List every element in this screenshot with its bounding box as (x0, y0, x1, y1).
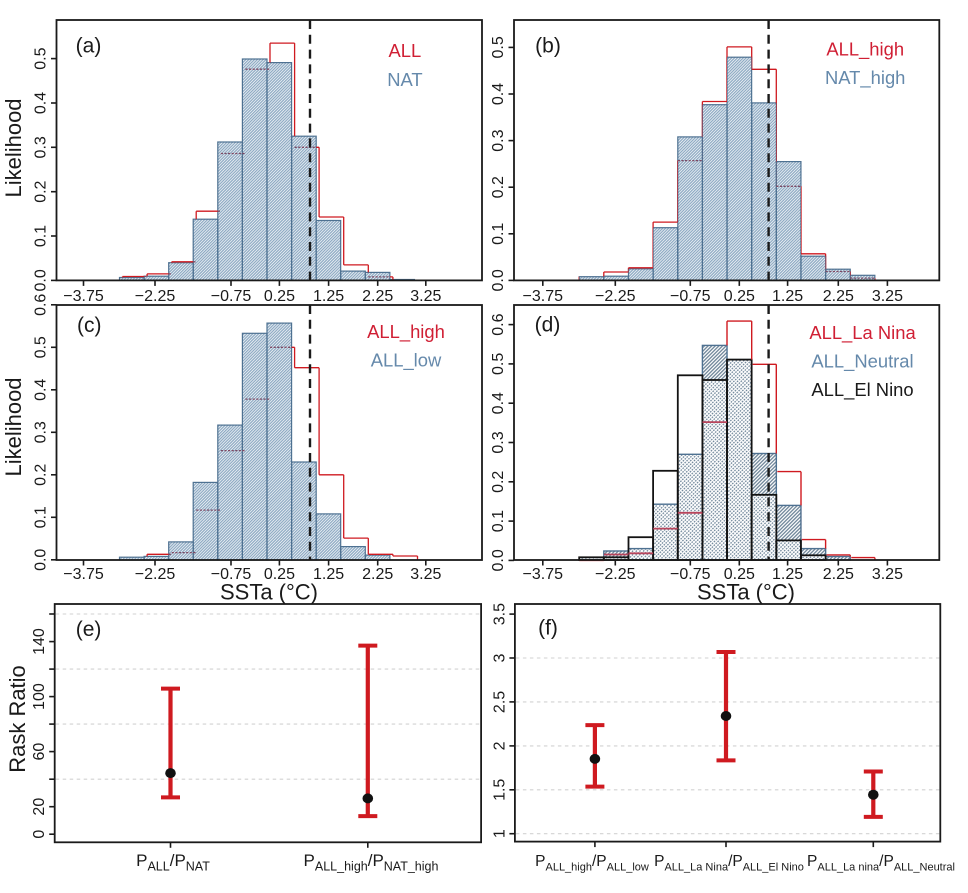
svg-text:ALL_El Nino: ALL_El Nino (811, 379, 913, 401)
svg-text:1.25: 1.25 (313, 288, 344, 305)
svg-text:ALL_high: ALL_high (826, 38, 904, 60)
svg-text:0.3: 0.3 (32, 421, 49, 443)
svg-text:ALL: ALL (389, 40, 422, 61)
svg-text:0.4: 0.4 (32, 379, 49, 401)
svg-text:60: 60 (31, 743, 48, 761)
svg-text:2.25: 2.25 (362, 288, 393, 305)
svg-text:0.1: 0.1 (32, 506, 49, 528)
svg-text:(f): (f) (538, 617, 558, 640)
svg-text:2.25: 2.25 (823, 288, 854, 305)
svg-text:Likelihood: Likelihood (1, 98, 26, 197)
svg-text:0.0: 0.0 (490, 269, 507, 291)
svg-text:0.25: 0.25 (724, 566, 755, 583)
svg-text:0.4: 0.4 (32, 92, 49, 114)
svg-text:0.4: 0.4 (490, 392, 507, 414)
svg-text:PALL_La nina/PALL_Neutral: PALL_La nina/PALL_Neutral (807, 853, 955, 874)
svg-text:Likelihood: Likelihood (1, 377, 26, 476)
svg-text:1.25: 1.25 (772, 566, 803, 583)
svg-text:0.1: 0.1 (490, 223, 507, 245)
svg-text:3.5: 3.5 (491, 603, 508, 625)
svg-text:0.25: 0.25 (264, 288, 295, 305)
svg-text:1.5: 1.5 (491, 779, 508, 801)
svg-text:0.6: 0.6 (32, 294, 49, 316)
svg-text:PALL_La Nina/PALL_El Nino: PALL_La Nina/PALL_El Nino (654, 853, 804, 874)
svg-text:−2.25: −2.25 (135, 288, 176, 305)
svg-text:PALL/PNAT: PALL/PNAT (136, 851, 210, 874)
svg-text:ALL_high: ALL_high (367, 321, 445, 343)
svg-text:0.25: 0.25 (724, 288, 755, 305)
svg-text:PALL_high/PALL_low: PALL_high/PALL_low (535, 853, 649, 874)
svg-text:0.2: 0.2 (32, 180, 49, 202)
svg-text:100: 100 (31, 683, 48, 710)
svg-text:0.3: 0.3 (490, 431, 507, 453)
svg-text:0.1: 0.1 (32, 225, 49, 247)
svg-text:0.6: 0.6 (490, 313, 507, 335)
svg-text:0.0: 0.0 (32, 549, 49, 571)
svg-text:0.0: 0.0 (32, 269, 49, 291)
svg-text:2: 2 (491, 741, 508, 750)
svg-text:NAT_high: NAT_high (825, 67, 905, 89)
svg-text:3: 3 (491, 653, 508, 662)
svg-text:3.25: 3.25 (872, 566, 903, 583)
svg-text:1.25: 1.25 (313, 566, 344, 583)
svg-text:NAT: NAT (387, 69, 422, 90)
svg-text:−2.25: −2.25 (135, 566, 176, 583)
svg-text:PALL_high/PNAT_high: PALL_high/PNAT_high (304, 851, 439, 874)
svg-text:ALL_Neutral: ALL_Neutral (811, 351, 913, 373)
svg-text:20: 20 (31, 798, 48, 816)
svg-text:0.5: 0.5 (490, 353, 507, 375)
svg-text:1.25: 1.25 (772, 288, 803, 305)
svg-text:−0.75: −0.75 (211, 288, 252, 305)
svg-text:2.25: 2.25 (362, 566, 393, 583)
svg-text:0.3: 0.3 (490, 129, 507, 151)
svg-text:0.4: 0.4 (490, 83, 507, 105)
svg-text:2.5: 2.5 (491, 691, 508, 713)
svg-text:(b): (b) (535, 35, 561, 58)
svg-text:(c): (c) (77, 314, 102, 337)
svg-text:0.5: 0.5 (32, 336, 49, 358)
svg-text:−3.75: −3.75 (523, 566, 564, 583)
svg-text:0.2: 0.2 (490, 176, 507, 198)
svg-text:−2.25: −2.25 (595, 288, 636, 305)
svg-text:−3.75: −3.75 (63, 566, 104, 583)
svg-text:SSTa (°C): SSTa (°C) (697, 580, 795, 605)
svg-text:1: 1 (491, 829, 508, 838)
svg-text:0.3: 0.3 (32, 136, 49, 158)
svg-text:3.25: 3.25 (410, 566, 441, 583)
svg-text:(e): (e) (76, 618, 102, 641)
svg-text:(a): (a) (76, 35, 102, 58)
svg-text:−2.25: −2.25 (595, 566, 636, 583)
svg-text:−3.75: −3.75 (523, 288, 564, 305)
svg-text:0.2: 0.2 (490, 471, 507, 493)
svg-text:3.25: 3.25 (410, 288, 441, 305)
svg-text:3.25: 3.25 (872, 288, 903, 305)
svg-text:0.25: 0.25 (264, 566, 295, 583)
svg-text:0.0: 0.0 (490, 549, 507, 571)
svg-text:0.2: 0.2 (32, 464, 49, 486)
svg-text:0.5: 0.5 (490, 36, 507, 58)
svg-text:140: 140 (31, 628, 48, 655)
svg-text:ALL_low: ALL_low (371, 350, 442, 372)
svg-text:0.5: 0.5 (32, 47, 49, 69)
svg-text:0: 0 (31, 830, 48, 839)
svg-text:(d): (d) (535, 314, 561, 337)
svg-text:−0.75: −0.75 (670, 288, 711, 305)
svg-text:2.25: 2.25 (823, 566, 854, 583)
svg-text:SSTa (°C): SSTa (°C) (220, 580, 318, 605)
svg-text:0.1: 0.1 (490, 510, 507, 532)
svg-text:−3.75: −3.75 (63, 288, 104, 305)
svg-text:Rask Ratio: Rask Ratio (5, 665, 30, 773)
svg-text:−0.75: −0.75 (670, 566, 711, 583)
svg-text:ALL_La Nina: ALL_La Nina (809, 322, 916, 344)
svg-text:−0.75: −0.75 (211, 566, 252, 583)
